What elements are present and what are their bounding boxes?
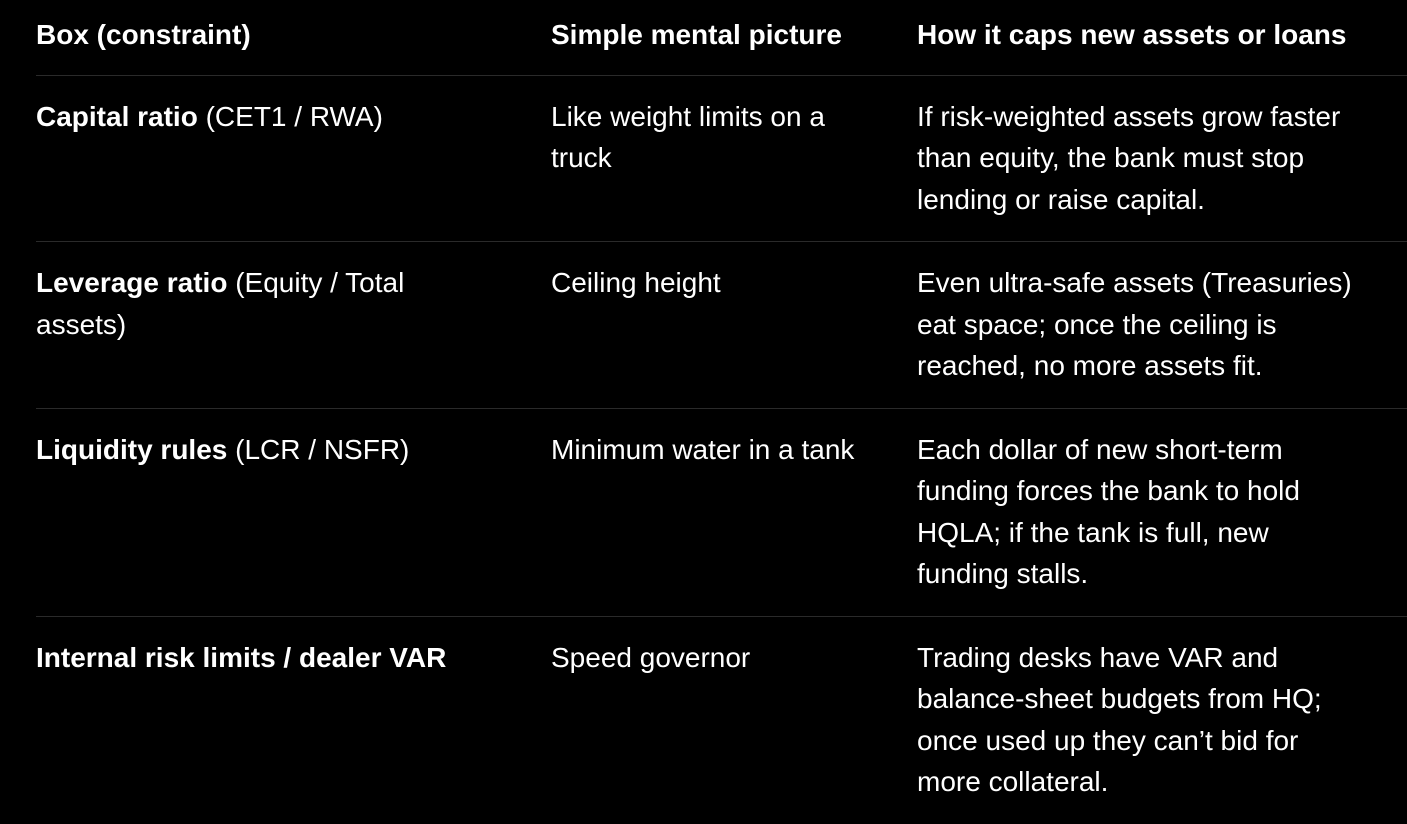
table-row: Capital ratio (CET1 / RWA) Like weight l…	[36, 76, 1407, 242]
box-cell: Leverage ratio (Equity / Total assets)	[36, 242, 551, 408]
caps-cell: Each dollar of new short-term funding fo…	[917, 409, 1407, 616]
picture-line: truck	[551, 142, 612, 173]
box-detail: (Equity / Total	[227, 267, 405, 298]
picture-line: Like weight limits on a	[551, 100, 825, 132]
box-cell: Internal risk limits / dealer VAR	[36, 617, 551, 824]
header-mental-picture: Simple mental picture	[551, 19, 842, 50]
box-detail: (CET1 / RWA)	[197, 100, 383, 132]
picture-line: Speed governor	[551, 641, 751, 673]
caps-cell: If risk-weighted assets grow faster than…	[917, 76, 1407, 242]
picture-line: Ceiling height	[551, 267, 721, 298]
box-name: Capital ratio	[36, 100, 198, 132]
table-row: Leverage ratio (Equity / Total assets) C…	[36, 242, 1407, 409]
caps-line: reached, no more assets fit.	[917, 350, 1263, 381]
box-cell: Capital ratio (CET1 / RWA)	[36, 76, 551, 242]
table-row: Internal risk limits / dealer VAR Speed …	[36, 617, 1407, 824]
table-header-row: Box (constraint) Simple mental picture H…	[36, 0, 1407, 76]
caps-line: funding stalls.	[917, 558, 1089, 589]
box-detail: (LCR / NSFR)	[227, 433, 410, 465]
picture-cell: Ceiling height	[551, 242, 917, 408]
picture-cell: Minimum water in a tank	[551, 409, 917, 616]
table-row: Liquidity rules (LCR / NSFR) Minimum wat…	[36, 409, 1407, 617]
caps-line: once used up they can’t bid for	[917, 724, 1299, 756]
caps-cell: Even ultra-safe assets (Treasuries) eat …	[917, 242, 1407, 408]
caps-line: lending or raise capital.	[917, 183, 1205, 215]
constraints-table: Box (constraint) Simple mental picture H…	[36, 0, 1407, 824]
caps-line: more collateral.	[917, 766, 1109, 797]
header-box-constraint: Box (constraint)	[36, 19, 251, 50]
caps-line: than equity, the bank must stop	[917, 142, 1305, 173]
caps-line: eat space; once the ceiling is	[917, 308, 1277, 340]
box-cell: Liquidity rules (LCR / NSFR)	[36, 409, 551, 616]
caps-line: funding forces the bank to hold	[917, 475, 1300, 506]
box-name: Internal risk limits / dealer VAR	[36, 641, 447, 673]
caps-cell: Trading desks have VAR and balance-sheet…	[917, 617, 1407, 824]
box-name: Leverage ratio	[36, 267, 228, 298]
caps-line: balance-sheet budgets from HQ;	[917, 683, 1322, 714]
box-name: Liquidity rules	[36, 433, 228, 465]
caps-line: HQLA; if the tank is full, new	[917, 516, 1269, 548]
header-caps: How it caps new assets or loans	[917, 19, 1347, 50]
picture-line: Minimum water in a tank	[551, 433, 855, 465]
picture-cell: Speed governor	[551, 617, 917, 824]
picture-cell: Like weight limits on a truck	[551, 76, 917, 242]
caps-line: Each dollar of new short-term	[917, 433, 1283, 465]
caps-line: Trading desks have VAR and	[917, 641, 1279, 673]
caps-line: If risk-weighted assets grow faster	[917, 100, 1341, 132]
box-detail: assets)	[36, 308, 127, 340]
caps-line: Even ultra-safe assets (Treasuries)	[917, 267, 1352, 298]
